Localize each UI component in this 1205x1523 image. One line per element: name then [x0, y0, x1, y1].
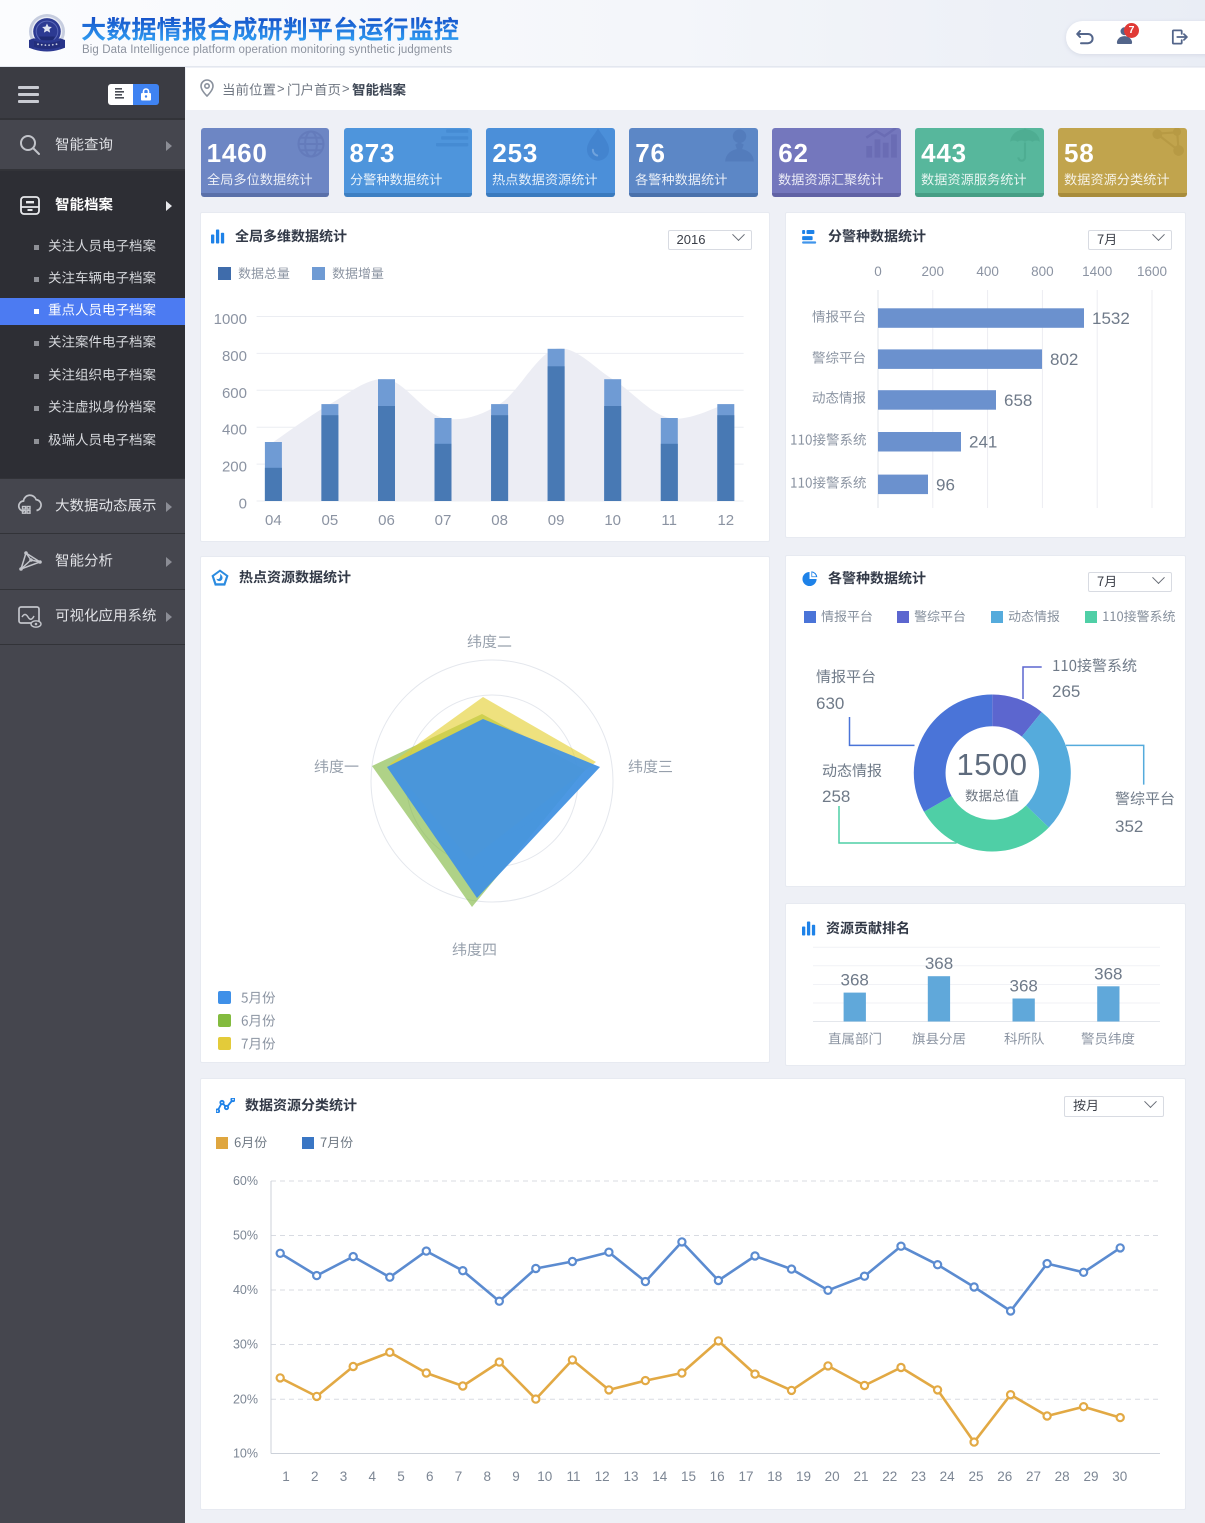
- svg-text:200: 200: [222, 459, 247, 476]
- svg-text:10: 10: [604, 512, 621, 529]
- svg-text:1400: 1400: [1082, 264, 1112, 279]
- svg-text:8: 8: [483, 1469, 491, 1484]
- svg-text:08: 08: [491, 512, 508, 529]
- svg-text:9: 9: [512, 1469, 520, 1484]
- svg-text:22: 22: [882, 1469, 897, 1484]
- svg-text:05: 05: [322, 512, 339, 529]
- svg-text:200: 200: [922, 264, 945, 279]
- svg-text:20: 20: [825, 1469, 840, 1484]
- svg-text:4: 4: [368, 1469, 376, 1484]
- svg-text:1: 1: [282, 1469, 290, 1484]
- svg-text:09: 09: [548, 512, 565, 529]
- svg-text:19: 19: [796, 1469, 811, 1484]
- svg-text:1600: 1600: [1137, 264, 1167, 279]
- svg-text:1532: 1532: [1092, 309, 1130, 328]
- svg-text:17: 17: [738, 1469, 753, 1484]
- svg-text:23: 23: [911, 1469, 926, 1484]
- svg-text:658: 658: [1004, 391, 1032, 410]
- svg-text:50%: 50%: [233, 1229, 258, 1243]
- svg-text:400: 400: [222, 422, 247, 439]
- svg-text:04: 04: [265, 512, 282, 529]
- svg-text:14: 14: [652, 1469, 668, 1484]
- svg-text:11: 11: [566, 1469, 580, 1484]
- svg-text:10: 10: [537, 1469, 552, 1484]
- svg-text:21: 21: [853, 1469, 868, 1484]
- svg-text:12: 12: [595, 1469, 610, 1484]
- svg-text:30%: 30%: [233, 1338, 258, 1352]
- svg-text:16: 16: [710, 1469, 725, 1484]
- svg-text:28: 28: [1055, 1469, 1070, 1484]
- svg-text:3: 3: [340, 1469, 348, 1484]
- svg-text:0: 0: [874, 264, 882, 279]
- svg-text:800: 800: [222, 348, 247, 365]
- svg-text:13: 13: [623, 1469, 638, 1484]
- svg-text:11: 11: [661, 512, 677, 529]
- svg-text:96: 96: [936, 475, 955, 494]
- svg-text:07: 07: [435, 512, 452, 529]
- svg-text:800: 800: [1031, 264, 1054, 279]
- svg-text:368: 368: [1010, 977, 1038, 996]
- svg-text:60%: 60%: [233, 1174, 258, 1188]
- svg-text:10%: 10%: [233, 1447, 258, 1461]
- svg-text:241: 241: [969, 433, 997, 452]
- svg-text:25: 25: [968, 1469, 983, 1484]
- svg-text:27: 27: [1026, 1469, 1041, 1484]
- svg-text:20%: 20%: [233, 1392, 258, 1406]
- svg-text:368: 368: [841, 971, 869, 990]
- svg-text:802: 802: [1050, 350, 1078, 369]
- svg-text:368: 368: [1094, 964, 1122, 983]
- svg-text:26: 26: [997, 1469, 1012, 1484]
- svg-text:29: 29: [1083, 1469, 1098, 1484]
- svg-text:0: 0: [239, 496, 247, 513]
- svg-text:12: 12: [717, 512, 734, 529]
- svg-text:6: 6: [426, 1469, 434, 1484]
- svg-text:30: 30: [1112, 1469, 1127, 1484]
- svg-text:15: 15: [681, 1469, 696, 1484]
- svg-text:18: 18: [767, 1469, 782, 1484]
- svg-text:368: 368: [925, 954, 953, 973]
- svg-text:24: 24: [940, 1469, 956, 1484]
- svg-text:40%: 40%: [233, 1283, 258, 1297]
- svg-text:06: 06: [378, 512, 395, 529]
- svg-text:1000: 1000: [214, 311, 247, 328]
- svg-text:600: 600: [222, 385, 247, 402]
- svg-text:7: 7: [455, 1469, 463, 1484]
- svg-text:2: 2: [311, 1469, 319, 1484]
- svg-text:400: 400: [976, 264, 999, 279]
- svg-text:5: 5: [397, 1469, 405, 1484]
